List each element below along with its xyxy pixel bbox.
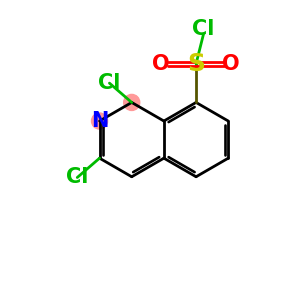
Text: Cl: Cl [98, 73, 121, 93]
Text: Cl: Cl [66, 167, 88, 188]
Circle shape [124, 94, 140, 110]
Circle shape [92, 113, 108, 129]
Text: Cl: Cl [192, 19, 215, 39]
Text: S: S [187, 52, 205, 76]
Text: O: O [152, 54, 170, 74]
Text: N: N [91, 111, 108, 131]
Text: O: O [222, 54, 240, 74]
